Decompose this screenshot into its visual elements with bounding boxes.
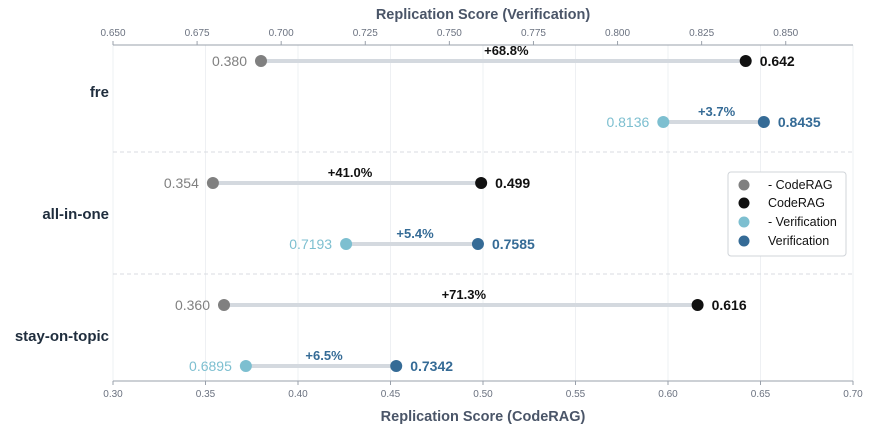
verification-value-label-without: 0.7193 [289, 236, 332, 252]
verification-value-label-with: 0.7585 [492, 236, 535, 252]
axes: 0.30 0.35 0.40 0.45 0.50 0.55 0.60 0.65 0.70 0.65… [100, 28, 863, 400]
verification-point-with [390, 360, 403, 372]
coderag-value-label-without: 0.354 [164, 175, 199, 191]
verification-value-label-without: 0.8136 [606, 114, 649, 130]
legend-marker-verification-without [738, 216, 750, 228]
coderag-value-label-without: 0.360 [175, 297, 210, 313]
verification-change-label: +6.5% [305, 348, 343, 363]
data-marks [206, 55, 770, 372]
verification-value-label-with: 0.7342 [410, 358, 453, 374]
coderag-change-label: +41.0% [328, 165, 373, 180]
top-axis-tick-label: 0.700 [269, 28, 294, 39]
bottom-axis-tick-label: 0.50 [473, 389, 493, 400]
coderag-point-without [218, 299, 230, 311]
verification-point-without [657, 116, 670, 128]
bottom-axis-tick-label: 0.70 [843, 389, 863, 400]
coderag-value-label-with: 0.499 [495, 175, 530, 191]
verification-value-label-with: 0.8435 [778, 114, 821, 130]
legend-label-coderag-with: CodeRAG [768, 196, 825, 210]
top-axis-tick-label: 0.650 [100, 28, 125, 39]
legend-label-coderag-without: - CodeRAG [768, 178, 833, 192]
top-axis-tick-label: 0.825 [689, 28, 714, 39]
top-axis-tick-label: 0.850 [773, 28, 798, 39]
coderag-point-without [255, 55, 267, 67]
bottom-axis-tick-label: 0.30 [103, 389, 123, 400]
coderag-value-label-with: 0.616 [712, 297, 747, 313]
bottom-axis-tick-label: 0.65 [751, 389, 771, 400]
coderag-point-with [691, 299, 704, 311]
bottom-axis-tick-label: 0.35 [196, 389, 216, 400]
verification-point-with [471, 238, 484, 250]
legend-label-verification-with: Verification [768, 234, 829, 248]
category-separators [113, 151, 853, 275]
verification-point-without [340, 238, 353, 250]
top-axis-tick-label: 0.725 [353, 28, 378, 39]
legend-label-verification-without: - Verification [768, 215, 837, 229]
legend-box [727, 171, 847, 257]
bottom-axis-tick-label: 0.60 [658, 389, 678, 400]
verification-change-label: +3.7% [698, 104, 736, 119]
coderag-change-label: +68.8% [484, 43, 529, 58]
legend: - CodeRAG CodeRAG - Verification Verific… [727, 171, 847, 257]
grid-layer [112, 45, 854, 381]
category-labels: fre all-in-one stay-on-topic [15, 84, 109, 345]
category-label: stay-on-topic [15, 328, 109, 345]
legend-marker-coderag-without [738, 179, 750, 191]
coderag-point-with [739, 55, 752, 67]
legend-marker-coderag-with [738, 197, 750, 209]
top-axis-tick-label: 0.675 [185, 28, 210, 39]
coderag-change-label: +71.3% [442, 287, 487, 302]
top-axis-title: Replication Score (Verification) [376, 7, 590, 23]
category-label: all-in-one [42, 206, 109, 223]
verification-point-with [757, 116, 770, 128]
coderag-value-label-without: 0.380 [212, 53, 247, 69]
coderag-value-label-with: 0.642 [760, 53, 795, 69]
bottom-axis-tick-label: 0.45 [381, 389, 401, 400]
coderag-point-without [206, 177, 219, 189]
bottom-axis-tick-label: 0.55 [566, 389, 586, 400]
top-axis-tick-label: 0.800 [605, 28, 630, 39]
legend-marker-verification-with [738, 235, 750, 247]
top-axis-tick-label: 0.775 [521, 28, 546, 39]
data-labels: 0.380 0.642 +68.8% 0.8136 0.8435 +3.7% 0.354 0.… [164, 43, 821, 374]
category-label: fre [90, 84, 109, 101]
coderag-point-with [475, 177, 488, 189]
verification-change-label: +5.4% [396, 226, 434, 241]
bottom-axis-tick-label: 0.40 [288, 389, 308, 400]
top-axis-tick-label: 0.750 [437, 28, 462, 39]
bottom-axis-title: Replication Score (CodeRAG) [381, 409, 586, 425]
verification-point-without [239, 360, 252, 372]
verification-value-label-without: 0.6895 [189, 358, 232, 374]
